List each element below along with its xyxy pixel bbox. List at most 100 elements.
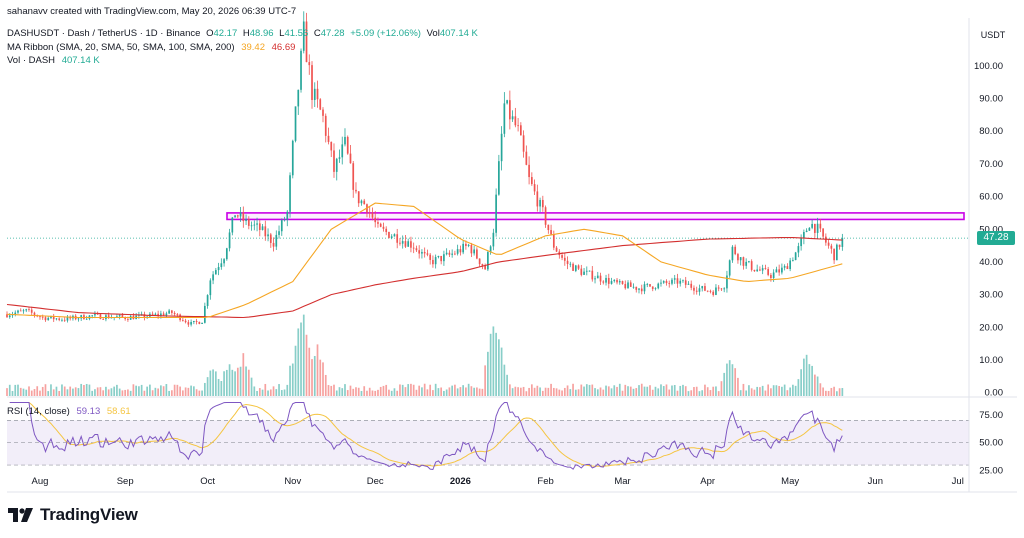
price-tick-label: 60.00	[979, 192, 1003, 203]
symbol-legend[interactable]: DASHUSDT · Dash / TetherUS · 1D · Binanc…	[7, 28, 478, 39]
volume-bar	[412, 384, 415, 396]
volume-bar	[305, 334, 308, 396]
candle-body	[506, 100, 508, 104]
volume-bar	[80, 383, 83, 396]
volume-bar	[583, 386, 585, 396]
ohlc-open: O42.17	[206, 28, 238, 39]
volume-bar	[316, 344, 319, 396]
candle-body	[346, 136, 349, 154]
candle-body	[107, 315, 110, 319]
candle-body	[797, 246, 800, 253]
volume-bar	[346, 390, 349, 396]
candle-body	[775, 269, 778, 273]
volume-bar	[176, 384, 179, 396]
ma-ribbon-title: MA Ribbon (SMA, 20, SMA, 50, SMA, 100, S…	[7, 42, 235, 53]
volume-bar	[6, 388, 8, 396]
candle-body	[294, 106, 297, 141]
candle-body	[591, 270, 594, 280]
candle-body	[588, 270, 591, 272]
volume-bar	[814, 374, 816, 396]
volume-bar	[217, 378, 220, 396]
candle-body	[335, 158, 338, 172]
volume-bar	[14, 384, 17, 396]
candle-body	[748, 261, 750, 262]
candle-body	[302, 21, 305, 51]
volume-bar	[789, 387, 791, 396]
candle-body	[676, 278, 679, 284]
volume-bar	[368, 387, 371, 396]
candle-body	[605, 277, 607, 283]
candle-body	[118, 315, 121, 317]
candle-body	[311, 65, 313, 100]
volume-bar	[88, 384, 91, 396]
rsi-legend[interactable]: RSI (14, close) 59.13 58.61	[7, 406, 131, 417]
candle-body	[833, 248, 835, 261]
volume-bar	[410, 383, 412, 396]
candle-body	[704, 286, 706, 291]
candle-body	[572, 263, 574, 271]
volume-bar	[618, 383, 621, 396]
volume-bar	[102, 390, 105, 396]
volume-bar	[25, 389, 28, 396]
candle-body	[319, 99, 322, 110]
volume-bar	[682, 384, 684, 396]
candle-body	[495, 194, 497, 233]
volume-bar	[220, 381, 223, 396]
candle-body	[102, 318, 105, 320]
volume-bar	[74, 387, 77, 396]
volume-bar	[426, 389, 429, 396]
candle-body	[770, 274, 772, 279]
tradingview-logo[interactable]: TradingView	[8, 505, 138, 525]
candle-body	[426, 253, 429, 255]
candle-body	[94, 313, 96, 316]
rsi-tick-label: 75.00	[979, 410, 1003, 421]
volume-bar	[245, 366, 247, 396]
volume-bar	[193, 386, 195, 396]
volume-bar	[638, 385, 640, 396]
volume-bar	[759, 387, 761, 396]
candle-body	[91, 315, 94, 317]
candle-body	[407, 241, 410, 247]
volume-bar	[640, 383, 643, 396]
ma-ribbon-legend[interactable]: MA Ribbon (SMA, 20, SMA, 50, SMA, 100, S…	[7, 42, 295, 53]
volume-bar	[701, 390, 704, 396]
candle-body	[662, 281, 665, 283]
volume-bar	[665, 384, 668, 396]
volume-bar	[440, 387, 443, 396]
volume-legend[interactable]: Vol · DASH 407.14 K	[7, 55, 100, 66]
candle-body	[465, 243, 467, 246]
volume-bar	[591, 384, 594, 396]
volume-bar	[160, 385, 162, 396]
volume-bar	[434, 383, 437, 396]
volume-bar	[503, 364, 506, 396]
volume-bar	[462, 385, 464, 396]
volume-bar	[250, 377, 253, 396]
volume-bar	[129, 390, 132, 396]
candle-body	[269, 234, 272, 243]
volume-bar	[55, 386, 58, 396]
volume-bar	[841, 388, 844, 396]
candle-body	[25, 309, 28, 311]
candle-body	[778, 269, 780, 273]
candle-body	[687, 283, 690, 285]
volume-bar	[627, 386, 629, 396]
volume-bar	[473, 387, 475, 396]
volume-bar	[635, 388, 638, 396]
volume-bar	[198, 390, 201, 396]
volume-bar	[223, 371, 225, 396]
volume-bar	[247, 369, 250, 396]
candle-body	[250, 225, 253, 227]
volume-bar	[451, 385, 454, 396]
candle-body	[327, 135, 330, 142]
volume-bar	[552, 387, 555, 396]
volume-bar	[528, 387, 530, 396]
candle-body	[385, 228, 388, 233]
volume-bar	[322, 362, 324, 396]
candle-body	[77, 318, 80, 320]
volume-bar	[184, 387, 187, 396]
candle-body	[429, 254, 432, 260]
candle-body	[715, 287, 717, 295]
volume-bar	[541, 390, 544, 396]
candle-body	[814, 223, 816, 233]
